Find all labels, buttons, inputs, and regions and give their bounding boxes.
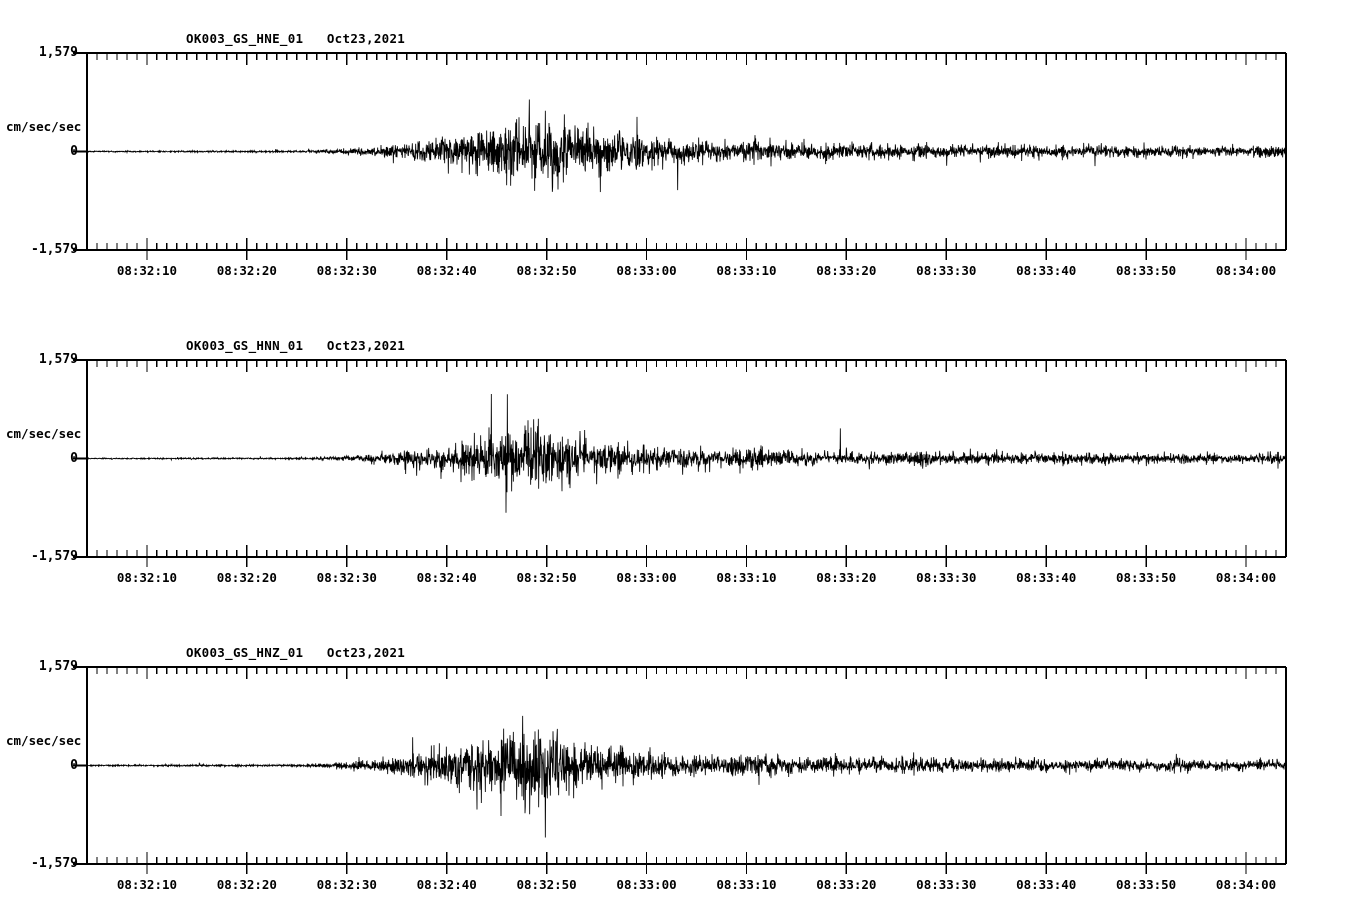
y-axis-unit-label-hne: cm/sec/sec xyxy=(6,119,82,134)
x-axis-tick-label: 08:32:50 xyxy=(516,570,577,585)
x-axis-tick-label: 08:32:20 xyxy=(216,877,277,892)
x-axis-tick-label: 08:33:20 xyxy=(816,570,877,585)
x-axis-tick-label: 08:33:30 xyxy=(916,877,977,892)
x-axis-tick-label: 08:33:00 xyxy=(616,877,677,892)
panel-hnn: OK003_GS_HNN_01 Oct23,2021 1,579 cm/sec/… xyxy=(0,307,1358,614)
y-axis-ticks xyxy=(73,52,87,251)
seismic-trace-hne xyxy=(86,99,1287,193)
x-axis-tick-label: 08:32:30 xyxy=(316,570,377,585)
panel-hnz: OK003_GS_HNZ_01 Oct23,2021 1,579 cm/sec/… xyxy=(0,614,1358,924)
x-axis-tick-label: 08:33:10 xyxy=(716,570,777,585)
x-axis-tick-label: 08:32:40 xyxy=(416,570,477,585)
x-axis-tick-label: 08:33:40 xyxy=(1016,570,1077,585)
seismic-trace-hnz xyxy=(86,715,1287,838)
y-axis-unit-label-hnz: cm/sec/sec xyxy=(6,733,82,748)
x-axis-tick-label: 08:32:10 xyxy=(116,263,178,278)
x-axis-tick-label: 08:32:40 xyxy=(416,263,477,278)
x-axis-tick-label: 08:33:50 xyxy=(1116,877,1177,892)
panel-title-hne: OK003_GS_HNE_01 Oct23,2021 xyxy=(186,31,406,46)
y-axis-ticks xyxy=(73,359,87,558)
x-axis-tick-label: 08:33:20 xyxy=(816,263,877,278)
waveform-plot-hnz xyxy=(73,666,1287,874)
seismic-trace-hnn xyxy=(86,393,1287,513)
x-axis-tick-label: 08:33:20 xyxy=(816,877,877,892)
y-axis-bottom-label-hnn: -1,579 xyxy=(31,549,78,564)
x-axis-tick-label: 08:33:30 xyxy=(916,263,977,278)
x-axis-tick-label: 08:33:30 xyxy=(916,570,977,585)
y-axis-bottom-label-hne: -1,579 xyxy=(31,242,78,257)
y-axis-bottom-label-hnz: -1,579 xyxy=(31,856,78,871)
x-axis-tick-label: 08:32:50 xyxy=(516,263,577,278)
x-axis-tick-label: 08:32:10 xyxy=(116,877,178,892)
y-axis-top-label-hne: 1,579 xyxy=(38,45,78,60)
x-axis-tick-label: 08:33:00 xyxy=(616,570,677,585)
panel-title-hnz: OK003_GS_HNZ_01 Oct23,2021 xyxy=(186,645,406,660)
x-axis-ticks xyxy=(86,53,1287,260)
y-axis-top-label-hnz: 1,579 xyxy=(38,659,78,674)
x-axis-tick-label: 08:32:30 xyxy=(316,877,377,892)
x-axis-tick-label: 08:33:10 xyxy=(716,877,777,892)
panel-title-hnn: OK003_GS_HNN_01 Oct23,2021 xyxy=(186,338,406,353)
x-axis-tick-label: 08:33:50 xyxy=(1116,570,1177,585)
waveform-plot-hnn xyxy=(73,359,1287,567)
x-axis-ticks xyxy=(86,667,1287,874)
x-axis-tick-label: 08:32:10 xyxy=(116,570,178,585)
x-axis-tick-label: 08:32:50 xyxy=(516,877,577,892)
y-axis-top-label-hnn: 1,579 xyxy=(38,352,78,367)
x-axis-tick-label: 08:34:00 xyxy=(1215,877,1277,892)
panel-hne: OK003_GS_HNE_01 Oct23,2021 1,579 cm/sec/… xyxy=(0,0,1358,307)
x-axis-tick-label: 08:33:00 xyxy=(616,263,677,278)
x-axis-tick-label: 08:33:40 xyxy=(1016,263,1077,278)
x-axis-tick-label: 08:33:10 xyxy=(716,263,777,278)
y-axis-ticks xyxy=(73,666,87,865)
x-axis-tick-label: 08:33:50 xyxy=(1116,263,1177,278)
x-axis-tick-label: 08:33:40 xyxy=(1016,877,1077,892)
x-axis-tick-label: 08:32:20 xyxy=(216,263,277,278)
x-axis-tick-label: 08:32:30 xyxy=(316,263,377,278)
x-axis-ticks xyxy=(86,360,1287,567)
y-axis-unit-label-hnn: cm/sec/sec xyxy=(6,426,82,441)
x-axis-tick-label: 08:34:00 xyxy=(1215,570,1277,585)
x-axis-tick-label: 08:32:20 xyxy=(216,570,277,585)
waveform-plot-hne xyxy=(73,52,1287,260)
x-axis-tick-label: 08:34:00 xyxy=(1215,263,1277,278)
x-axis-tick-label: 08:32:40 xyxy=(416,877,477,892)
